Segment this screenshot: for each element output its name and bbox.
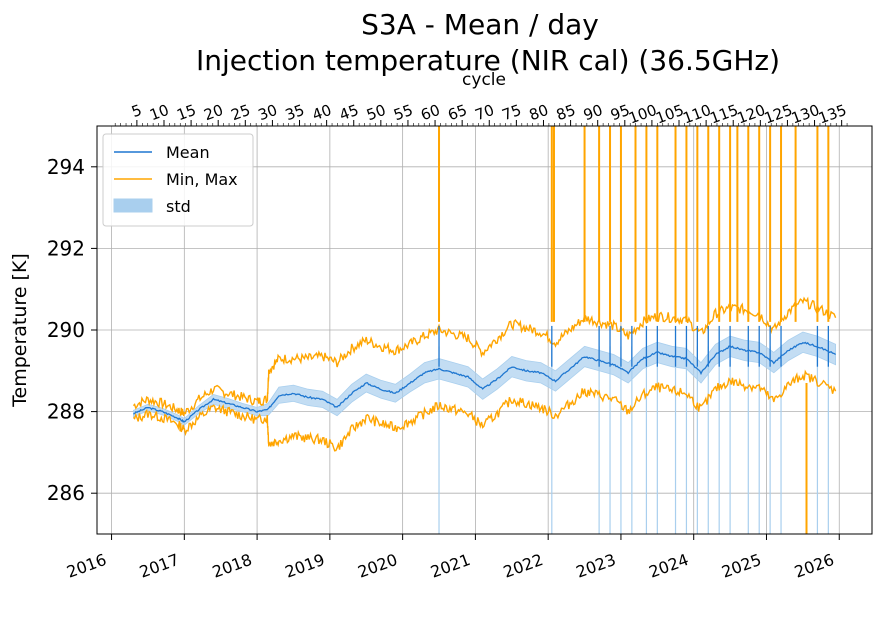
std-area xyxy=(132,331,836,426)
cycle-tick-label: 60 xyxy=(418,101,442,124)
x-tick-label: 2020 xyxy=(355,550,400,582)
cycle-tick-label: 45 xyxy=(337,101,361,124)
y-tick-label: 294 xyxy=(47,155,85,179)
min-line xyxy=(132,369,837,452)
x-tick-label: 2019 xyxy=(282,550,327,582)
cycle-tick-label: 10 xyxy=(147,101,171,124)
x-ticks: 2016 2017 2018 2019 2020 2021 2022 2023 2024 2025… xyxy=(64,534,840,582)
mean-polyline xyxy=(133,341,836,423)
x-tick-label: 2016 xyxy=(64,550,109,582)
std-band xyxy=(132,331,836,534)
x-tick-label: 2026 xyxy=(792,550,837,582)
x-tick-label: 2018 xyxy=(210,550,255,582)
x-tick-label: 2017 xyxy=(137,550,182,582)
chart-subtitle: Injection temperature (NIR cal) (36.5GHz… xyxy=(196,44,780,77)
mean-line xyxy=(133,325,836,423)
y-tick-label: 286 xyxy=(47,481,85,505)
cycle-tick-label: 50 xyxy=(364,101,388,124)
chart-title: S3A - Mean / day xyxy=(361,8,599,41)
min-max-lines xyxy=(132,126,837,534)
x-tick-label: 2021 xyxy=(428,550,473,582)
legend-mean-label: Mean xyxy=(166,143,210,162)
cycle-tick-label: 70 xyxy=(473,101,497,124)
x-tick-label: 2023 xyxy=(574,550,619,582)
cycle-tick-label: 35 xyxy=(283,101,307,124)
cycle-tick-label: 40 xyxy=(310,101,334,124)
max-line xyxy=(132,296,837,417)
y-tick-label: 288 xyxy=(47,400,85,424)
cycle-tick-label: 55 xyxy=(391,101,415,124)
y-axis-label: Temperature [K] xyxy=(9,253,31,408)
cycle-tick-label: 80 xyxy=(527,101,551,124)
y-tick-label: 292 xyxy=(47,236,85,260)
x-tick-label: 2024 xyxy=(646,550,691,582)
cycle-tick-label: 85 xyxy=(554,101,578,124)
cycle-tick-label: 135 xyxy=(816,101,849,128)
cycle-tick-label: 90 xyxy=(581,101,605,124)
cycle-ticks: 5 10 15 20 25 30 35 40 45 50 55 60 65 70 75 80 85 90 95100… xyxy=(114,101,849,128)
cycle-tick-label: 75 xyxy=(500,101,524,124)
cycle-tick-label: 95 xyxy=(608,101,632,124)
x-tick-label: 2022 xyxy=(501,550,546,582)
cycle-tick-label: 15 xyxy=(174,101,198,124)
x-tick-label: 2025 xyxy=(719,550,764,582)
cycle-tick-label: 65 xyxy=(445,101,469,124)
cycle-tick-label: 25 xyxy=(229,101,253,124)
y-tick-label: 290 xyxy=(47,318,85,342)
legend-minmax-label: Min, Max xyxy=(166,170,238,189)
cycle-tick-label: 5 xyxy=(129,101,144,121)
legend-std-label: std xyxy=(166,197,191,216)
y-ticks: 286 288 290 292 294 xyxy=(47,155,97,505)
cycle-tick-label: 30 xyxy=(256,101,280,124)
cycle-tick-label: 20 xyxy=(201,101,225,124)
cycle-axis-label: cycle xyxy=(462,70,506,90)
legend-std-swatch xyxy=(113,198,153,213)
legend: Mean Min, Max std xyxy=(102,133,254,227)
